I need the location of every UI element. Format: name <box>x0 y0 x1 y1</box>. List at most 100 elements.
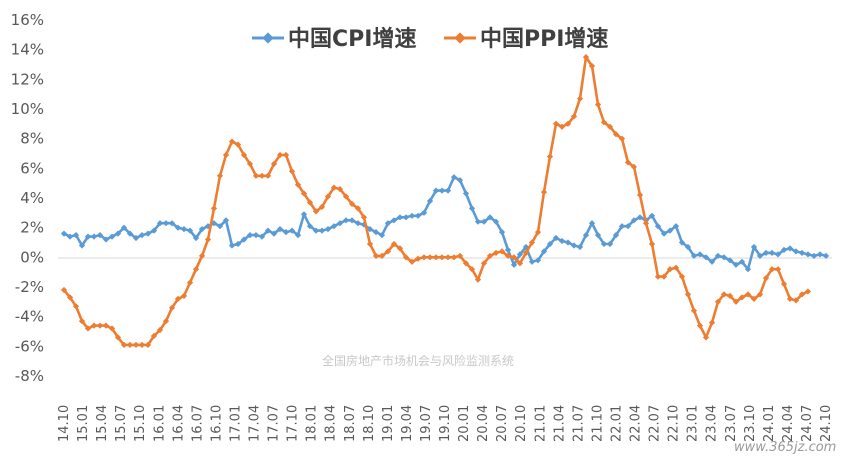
x-tick-label: 23.04 <box>705 405 720 442</box>
x-tick-label: 20.01 <box>457 405 472 442</box>
data-point <box>372 228 380 236</box>
data-point <box>756 291 764 298</box>
data-point <box>438 254 446 261</box>
data-point <box>696 251 704 258</box>
data-point <box>516 251 524 258</box>
data-point <box>294 231 302 239</box>
data-point <box>270 230 278 237</box>
legend-cpi-marker <box>262 32 274 44</box>
y-tick-label: -4% <box>15 308 44 326</box>
data-point <box>378 231 386 239</box>
y-tick-label: -2% <box>15 278 44 296</box>
data-point <box>414 255 422 262</box>
data-point <box>594 101 602 108</box>
data-point <box>204 236 212 243</box>
data-point <box>336 185 344 193</box>
data-point <box>498 228 506 236</box>
data-point <box>474 276 482 283</box>
x-tick-label: 18.01 <box>305 405 320 442</box>
data-point <box>318 227 326 234</box>
data-point <box>804 288 812 295</box>
data-point <box>234 240 242 248</box>
data-point <box>402 214 410 221</box>
x-tick-label: 17.07 <box>267 405 282 442</box>
y-tick-label: 14% <box>11 41 44 59</box>
data-point <box>228 242 236 249</box>
data-point <box>510 261 518 268</box>
data-point <box>240 236 248 243</box>
x-tick-label: 24.07 <box>800 405 815 442</box>
data-point <box>432 254 440 261</box>
data-point <box>126 341 134 349</box>
data-point <box>636 191 644 199</box>
watermark: 全国房地产市场机会与风险监测系统 <box>322 353 514 368</box>
x-tick-label: 22.10 <box>667 405 682 442</box>
data-point <box>546 153 554 160</box>
data-point <box>702 254 710 261</box>
data-point <box>222 151 230 159</box>
data-point <box>156 220 164 227</box>
data-point <box>720 254 728 261</box>
x-tick-label: 24.10 <box>819 405 834 442</box>
y-tick-label: -6% <box>15 337 44 355</box>
data-point <box>744 291 752 298</box>
legend: 中国CPI增速 中国PPI增速 <box>252 26 608 52</box>
x-tick-label: 22.01 <box>609 405 624 442</box>
data-point <box>792 297 800 304</box>
data-point <box>756 252 764 260</box>
x-tick-label: 16.07 <box>190 405 205 442</box>
data-point <box>804 251 812 258</box>
data-point <box>774 251 782 258</box>
data-point <box>222 217 230 224</box>
data-point <box>420 254 428 261</box>
x-tick-label: 17.04 <box>248 405 263 442</box>
x-tick-label: 18.07 <box>343 405 358 442</box>
x-tick-label: 21.10 <box>590 405 605 442</box>
data-point <box>738 258 746 265</box>
data-point <box>432 187 440 194</box>
y-tick-label: 12% <box>11 70 44 88</box>
data-point <box>726 257 734 264</box>
data-point <box>444 254 452 261</box>
x-tick-label: 24.04 <box>781 405 796 442</box>
data-point <box>768 249 776 257</box>
data-point <box>408 258 416 265</box>
data-point <box>216 172 224 179</box>
x-tick-label: 16.01 <box>152 405 167 442</box>
data-point <box>462 260 470 267</box>
x-tick-label: 19.07 <box>419 405 434 442</box>
data-point <box>732 261 740 268</box>
data-point <box>540 188 548 196</box>
y-tick-label: -8% <box>15 367 44 385</box>
data-point <box>750 295 758 303</box>
x-tick-label: 19.01 <box>381 405 396 442</box>
series-line <box>62 55 809 347</box>
legend-item-cpi: 中国CPI增速 <box>252 26 416 52</box>
data-point <box>648 240 656 248</box>
x-tick-label: 16.04 <box>171 405 186 442</box>
data-point <box>438 187 446 194</box>
x-tick-label: 19.04 <box>400 405 415 442</box>
y-tick-label: 6% <box>20 159 44 177</box>
data-point <box>714 252 722 260</box>
data-point <box>444 187 452 194</box>
x-tick-label: 19.10 <box>438 405 453 442</box>
x-tick-label: 15.01 <box>76 405 91 442</box>
data-point <box>576 95 584 102</box>
data-point <box>810 252 818 260</box>
site-mark: www.365jz.com <box>734 440 836 455</box>
data-point <box>192 234 200 242</box>
x-tick-label: 22.04 <box>629 405 644 442</box>
data-point <box>690 252 698 260</box>
data-point <box>450 254 458 261</box>
legend-ppi-marker <box>454 32 466 44</box>
x-tick-label: 22.07 <box>648 405 663 442</box>
data-point <box>684 291 692 298</box>
data-point <box>288 227 296 234</box>
y-tick-label: 10% <box>11 100 44 118</box>
x-tick-label: 23.07 <box>724 405 739 442</box>
data-point <box>252 172 260 179</box>
data-point <box>786 295 794 303</box>
data-point <box>198 252 206 260</box>
